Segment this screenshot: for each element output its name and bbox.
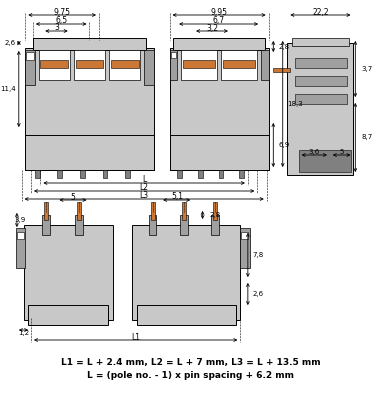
Bar xyxy=(35,170,40,178)
Bar xyxy=(76,60,103,68)
Text: 6,5: 6,5 xyxy=(55,16,67,26)
Bar xyxy=(17,232,24,239)
Bar xyxy=(28,305,108,325)
Bar xyxy=(170,50,177,80)
Bar xyxy=(109,50,140,80)
Bar xyxy=(42,215,50,235)
Bar xyxy=(239,170,244,178)
Bar xyxy=(58,170,62,178)
Text: L = (pole no. - 1) x pin spacing + 6.2 mm: L = (pole no. - 1) x pin spacing + 6.2 m… xyxy=(87,372,294,380)
Bar xyxy=(125,170,130,178)
Bar xyxy=(261,50,269,80)
Bar xyxy=(33,38,146,50)
Bar xyxy=(137,305,236,325)
Text: L: L xyxy=(142,176,146,184)
Bar xyxy=(151,202,154,220)
Bar xyxy=(44,202,48,220)
Bar xyxy=(295,94,347,104)
Bar xyxy=(288,43,353,175)
Bar xyxy=(75,215,83,235)
Bar xyxy=(273,68,290,72)
Bar xyxy=(132,225,240,320)
Bar xyxy=(25,50,35,85)
Bar xyxy=(77,202,81,220)
Text: 6,9: 6,9 xyxy=(278,142,289,148)
Bar xyxy=(111,60,138,68)
Bar xyxy=(74,50,105,80)
Text: 5: 5 xyxy=(339,149,343,155)
Bar xyxy=(24,225,113,320)
Text: 8,7: 8,7 xyxy=(362,134,373,140)
Text: L2: L2 xyxy=(140,184,148,192)
Bar xyxy=(170,48,269,170)
Bar xyxy=(183,60,215,68)
Bar xyxy=(213,202,217,220)
Bar xyxy=(170,135,269,170)
Text: 9,75: 9,75 xyxy=(53,8,71,16)
Text: 2,6: 2,6 xyxy=(252,291,264,297)
Text: 18,3: 18,3 xyxy=(288,101,303,107)
Text: 3,7: 3,7 xyxy=(362,66,373,72)
Bar xyxy=(219,170,223,178)
Text: L3: L3 xyxy=(140,192,149,200)
Bar xyxy=(16,228,25,268)
Bar xyxy=(223,60,255,68)
Bar xyxy=(295,58,347,68)
Bar xyxy=(103,170,107,178)
Bar xyxy=(177,170,182,178)
Text: L1: L1 xyxy=(131,332,140,342)
Bar xyxy=(171,52,176,58)
Bar xyxy=(299,150,350,172)
Bar xyxy=(174,38,265,50)
Text: 3,6: 3,6 xyxy=(308,149,319,155)
Text: 2,8: 2,8 xyxy=(278,44,289,50)
Text: 9,95: 9,95 xyxy=(210,8,227,16)
Bar xyxy=(221,50,257,80)
Bar xyxy=(25,48,154,170)
Bar xyxy=(80,170,85,178)
Text: 11,4: 11,4 xyxy=(0,86,16,92)
Text: 22,2: 22,2 xyxy=(312,8,329,16)
Text: 2,6: 2,6 xyxy=(5,40,16,46)
Text: L1 = L + 2.4 mm, L2 = L + 7 mm, L3 = L + 13.5 mm: L1 = L + 2.4 mm, L2 = L + 7 mm, L3 = L +… xyxy=(61,358,320,366)
Text: 7,8: 7,8 xyxy=(252,252,264,258)
Bar xyxy=(149,215,156,235)
Bar xyxy=(211,215,219,235)
Bar xyxy=(292,38,349,46)
Bar xyxy=(181,50,217,80)
Bar xyxy=(144,50,154,85)
Bar xyxy=(241,232,248,239)
Bar xyxy=(25,135,154,170)
Bar xyxy=(39,50,70,80)
Text: 3: 3 xyxy=(54,24,59,32)
Bar xyxy=(240,228,250,268)
Bar xyxy=(198,170,203,178)
Bar xyxy=(26,52,34,60)
Text: 6,7: 6,7 xyxy=(212,16,225,26)
Bar xyxy=(295,76,347,86)
Text: 1,2: 1,2 xyxy=(18,330,29,336)
Text: 5: 5 xyxy=(70,192,75,202)
Bar xyxy=(40,60,68,68)
Text: 3,9: 3,9 xyxy=(14,217,25,223)
Text: 5,1: 5,1 xyxy=(171,192,183,202)
Text: 3,2: 3,2 xyxy=(206,24,218,32)
Bar xyxy=(180,215,187,235)
Bar xyxy=(182,202,186,220)
Text: 2,8: 2,8 xyxy=(209,212,220,218)
